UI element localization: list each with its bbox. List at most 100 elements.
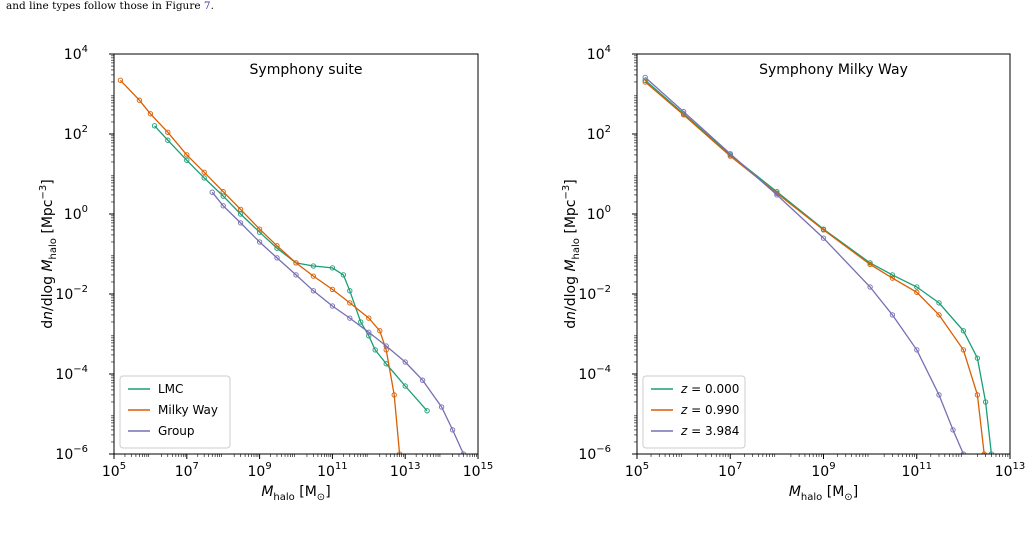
x-axis-label: Mhalo [M⊙] — [789, 484, 858, 503]
data-point — [914, 289, 920, 295]
y-tick-label: 100 — [64, 204, 88, 223]
y-tick-label: 102 — [587, 124, 611, 143]
series-line-3 — [211, 191, 465, 454]
figure-reference-link[interactable]: 7 — [203, 0, 211, 12]
data-point — [358, 319, 364, 325]
chart-title: Symphony Milky Way — [759, 62, 908, 78]
data-point — [867, 261, 873, 268]
data-point — [950, 427, 956, 433]
data-point — [889, 312, 896, 318]
series-line-3 — [644, 76, 964, 454]
data-point — [438, 404, 445, 410]
data-point — [237, 220, 244, 226]
x-tick-label: 109 — [811, 461, 835, 480]
data-point — [347, 300, 353, 306]
data-point — [329, 265, 336, 271]
data-point — [310, 288, 317, 294]
data-point — [419, 377, 426, 383]
data-point — [936, 392, 942, 398]
data-point — [147, 111, 154, 117]
data-point — [201, 175, 207, 181]
data-point — [982, 399, 989, 405]
data-point — [820, 227, 827, 233]
y-tick-label: 10−2 — [55, 284, 88, 303]
data-point — [960, 347, 967, 353]
x-tick-label: 1013 — [390, 461, 421, 480]
data-point — [329, 303, 336, 309]
data-point — [184, 152, 190, 158]
y-axis-label: dn/dlog Mhalo [Mpc−3] — [561, 179, 582, 328]
data-point — [136, 97, 143, 103]
data-point — [960, 328, 967, 334]
data-point — [727, 151, 733, 157]
chart-title: Symphony suite — [250, 62, 363, 78]
legend: z = 0.000 z = 0.990 z = 3.984 — [642, 375, 746, 449]
data-point — [424, 408, 430, 414]
x-tick-label: 109 — [247, 461, 271, 480]
series-line-1 — [644, 79, 993, 454]
data-point — [310, 263, 317, 269]
series-line-2 — [644, 81, 985, 454]
x-tick-label: 107 — [718, 461, 742, 480]
data-point — [165, 129, 171, 135]
series-line-2 — [119, 79, 401, 454]
data-point — [340, 272, 347, 278]
caption-main: and line types follow those in Figure — [6, 0, 204, 12]
data-point — [256, 239, 263, 245]
data-point — [449, 427, 456, 433]
data-point — [329, 286, 336, 293]
x-tick-label: 1011 — [317, 461, 348, 480]
y-tick-label: 10−6 — [578, 444, 611, 463]
data-point — [256, 226, 263, 232]
data-point — [201, 169, 207, 175]
caption-period: . — [210, 0, 214, 12]
legend: LMC Milky Way Group — [119, 375, 231, 449]
data-point — [184, 157, 190, 163]
series-group — [642, 74, 995, 454]
data-point — [391, 392, 397, 398]
data-point — [274, 243, 280, 249]
y-axis-label: dn/dlog Mhalo [Mpc−3] — [38, 179, 59, 328]
data-point — [402, 359, 408, 365]
data-point — [366, 329, 372, 335]
data-point — [377, 328, 383, 334]
legend-box — [119, 375, 231, 449]
data-point — [372, 347, 378, 353]
data-point — [347, 288, 353, 294]
data-point — [274, 255, 280, 261]
y-tick-label: 104 — [64, 44, 88, 63]
data-point — [680, 109, 687, 115]
data-point — [889, 272, 896, 278]
data-point — [366, 315, 372, 321]
chart-panel-1: 105 107 109 1011 1013 1015 10−6 10−4 10−2 100 102 1… — [38, 44, 493, 503]
data-point — [820, 235, 827, 241]
legend-label: z = 0.000 — [680, 382, 739, 396]
data-point — [347, 315, 353, 321]
data-point — [293, 272, 299, 278]
data-point — [936, 300, 942, 306]
x-tick-label: 107 — [175, 461, 199, 480]
y-tick-label: 10−4 — [55, 364, 88, 383]
data-point — [383, 347, 389, 353]
data-point — [293, 260, 299, 266]
plot-frame — [113, 53, 479, 455]
y-tick-label: 10−2 — [578, 284, 611, 303]
data-point — [867, 284, 873, 290]
series-line-1 — [154, 125, 428, 412]
data-point — [117, 77, 124, 83]
chart-panel-2: 105 107 109 1011 1013 10−6 10−4 10−2 100 102 104 Sy… — [561, 44, 1025, 503]
data-point — [914, 347, 920, 353]
legend-label: Group — [158, 424, 195, 438]
data-point — [220, 189, 226, 195]
x-tick-label: 1011 — [901, 461, 932, 480]
data-point — [220, 203, 226, 209]
series-group — [117, 77, 467, 454]
data-point — [680, 112, 687, 118]
data-point — [310, 273, 317, 279]
data-point — [774, 192, 780, 198]
data-point — [936, 312, 942, 318]
data-point — [366, 333, 372, 339]
data-point — [974, 392, 981, 398]
y-tick-label: 104 — [587, 44, 611, 63]
x-tick-label: 1015 — [463, 461, 494, 480]
